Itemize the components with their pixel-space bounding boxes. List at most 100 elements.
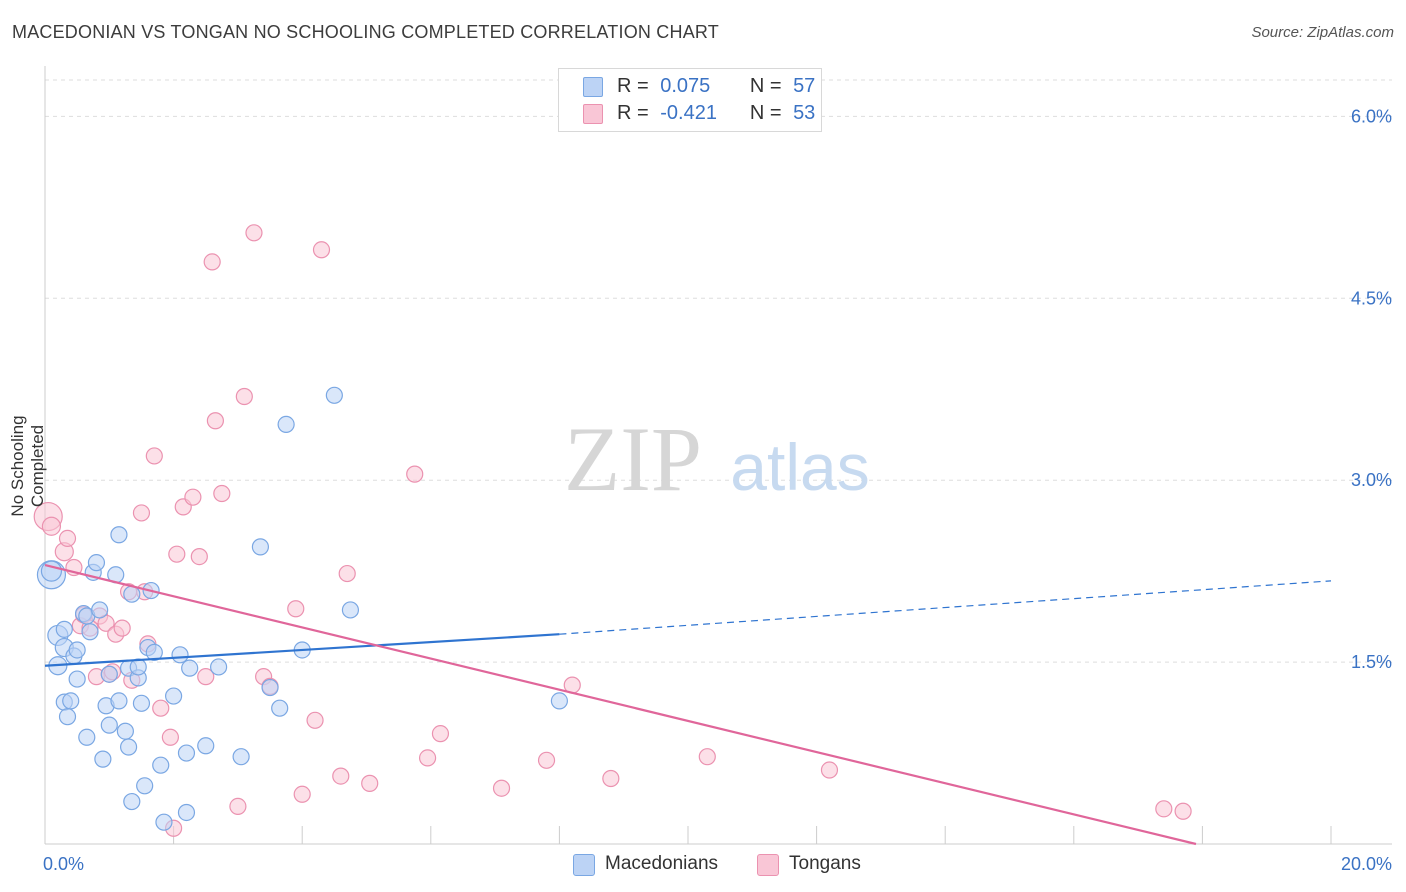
macedonian-point — [341, 601, 360, 619]
macedonian-point — [116, 722, 134, 740]
macedonian-point — [197, 737, 215, 755]
source-credit: Source: ZipAtlas.com — [1251, 24, 1394, 41]
y-tick-label: 3.0% — [1351, 470, 1392, 490]
y-tick-label: 1.5% — [1351, 652, 1392, 672]
macedonian-point — [100, 665, 118, 683]
legend-r-value: 0.075 — [660, 75, 711, 97]
legend-n-value: 57 — [793, 75, 816, 97]
tongan-point — [213, 484, 231, 503]
macedonian-point — [40, 560, 63, 582]
macedonian-point — [177, 803, 196, 822]
macedonian-point — [171, 646, 189, 664]
macedonian-point — [91, 601, 109, 619]
tongan-point — [820, 761, 839, 779]
tongan-point — [190, 547, 208, 566]
macedonian-point — [94, 750, 112, 768]
watermark: ZIP atlas — [564, 408, 870, 510]
bottom-legend-label-macedonians: Macedonians — [605, 853, 719, 874]
tongan-point — [206, 412, 224, 430]
macedonian-point — [165, 687, 183, 705]
macedonian-point — [132, 694, 151, 712]
macedonian-point — [136, 777, 154, 795]
macedonian-point — [87, 554, 106, 572]
macedonian-point — [58, 708, 77, 726]
tongan-point — [168, 545, 186, 563]
legend-n-label: N = — [749, 75, 782, 97]
tongan-point — [197, 668, 215, 686]
tongan-point — [58, 529, 77, 548]
x-tick-label: 20.0% — [1341, 854, 1392, 874]
macedonian-point — [277, 415, 295, 434]
macedonians-trend-extension — [559, 580, 1332, 635]
tongan-point — [332, 767, 350, 785]
axis-ticks: 1.5% 3.0% 4.5% 6.0% 0.0% 20.0% — [43, 106, 1392, 874]
legend-n-label: N = — [749, 102, 782, 124]
tongan-point — [41, 516, 62, 536]
tongan-point — [1174, 802, 1192, 820]
macedonians-trend-line — [44, 633, 560, 667]
macedonian-point — [81, 623, 99, 641]
tongan-point — [161, 728, 179, 746]
macedonian-point — [251, 538, 270, 556]
legend-r-label: R = — [617, 102, 649, 124]
tongan-point — [306, 711, 324, 729]
tongan-point — [698, 748, 716, 766]
tongan-point — [406, 465, 424, 483]
macedonian-point — [155, 813, 173, 831]
tongan-point — [245, 224, 263, 242]
tongan-point — [1155, 800, 1173, 818]
macedonian-point — [62, 692, 80, 710]
macedonian-point — [145, 643, 163, 661]
tongan-point — [145, 447, 163, 465]
tongan-point — [312, 241, 331, 259]
legend-n-value: 53 — [793, 102, 816, 124]
tongan-point — [203, 253, 221, 271]
bottom-legend-label-tongans: Tongans — [789, 853, 861, 874]
tongan-point — [152, 699, 170, 717]
macedonian-point — [119, 738, 138, 756]
macedonian-point — [271, 699, 289, 717]
macedonian-point — [550, 692, 569, 710]
tongan-point — [184, 488, 202, 506]
tongan-point — [431, 725, 450, 743]
tongan-point — [361, 774, 379, 792]
tongan-point — [537, 751, 556, 769]
tongan-point — [418, 749, 437, 767]
bottom-legend-swatch-tongans — [757, 854, 779, 876]
macedonian-point — [261, 678, 279, 697]
macedonian-point — [232, 748, 250, 766]
stats-legend: R = 0.075 N = 57 R = -0.421 N = 53 — [558, 68, 822, 132]
grid-layer — [44, 66, 1392, 845]
macedonian-point — [78, 728, 96, 746]
macedonian-point — [100, 716, 118, 734]
legend-r-label: R = — [617, 75, 649, 97]
macedonian-point — [68, 641, 86, 659]
bottom-legend-swatch-macedonians — [573, 854, 595, 876]
macedonians-points — [36, 386, 569, 831]
macedonian-point — [177, 744, 196, 762]
macedonian-point — [152, 756, 170, 774]
tongan-point — [229, 797, 247, 816]
tongan-point — [113, 619, 131, 637]
macedonian-point — [210, 658, 228, 676]
y-axis-label: No Schooling Completed — [8, 415, 47, 517]
tongan-point — [235, 387, 253, 406]
chart-title: MACEDONIAN VS TONGAN NO SCHOOLING COMPLE… — [12, 22, 719, 42]
legend-r-value: -0.421 — [660, 102, 717, 124]
tongan-point — [492, 779, 511, 797]
tongan-point — [132, 504, 151, 522]
tongan-point — [602, 769, 620, 788]
macedonian-point — [181, 659, 199, 677]
macedonian-point — [110, 526, 128, 544]
y-tick-label: 4.5% — [1351, 288, 1392, 308]
y-tick-label: 6.0% — [1351, 106, 1392, 126]
macedonian-point — [110, 692, 128, 710]
legend-swatch-macedonians — [583, 77, 603, 97]
macedonian-point — [55, 620, 73, 638]
tongans-trend-line — [44, 564, 1197, 846]
tongan-point — [338, 564, 356, 583]
macedonian-point — [68, 670, 86, 688]
tongan-point — [287, 600, 305, 618]
tongan-point — [293, 785, 311, 803]
